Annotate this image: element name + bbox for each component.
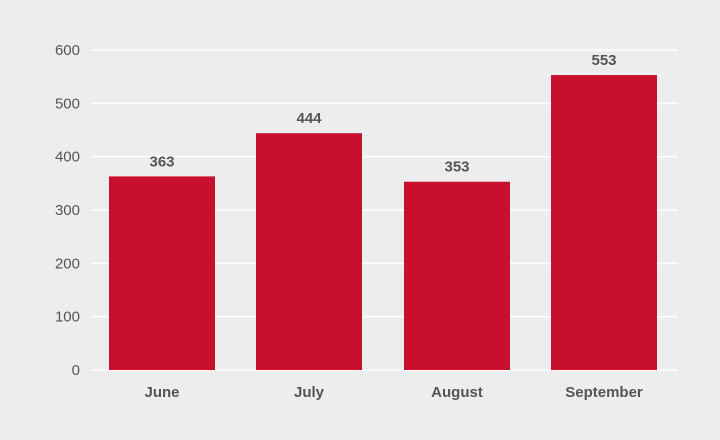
x-tick-label: June bbox=[144, 384, 179, 401]
data-label: 353 bbox=[444, 159, 469, 176]
bar bbox=[551, 75, 657, 371]
y-tick-label: 200 bbox=[55, 255, 80, 272]
bar bbox=[109, 176, 215, 370]
x-axis: June July August September bbox=[144, 384, 642, 401]
bar bbox=[404, 181, 510, 370]
x-tick-label: July bbox=[294, 384, 325, 401]
y-tick-label: 100 bbox=[55, 309, 80, 326]
x-tick-label: August bbox=[431, 384, 483, 401]
data-label: 363 bbox=[149, 153, 174, 170]
y-axis: 0 100 200 300 400 500 600 bbox=[55, 42, 80, 379]
y-tick-label: 500 bbox=[55, 95, 80, 112]
y-tick-label: 600 bbox=[55, 42, 80, 59]
y-tick-label: 0 bbox=[72, 362, 80, 379]
bars bbox=[109, 75, 657, 371]
x-tick-label: September bbox=[565, 384, 643, 401]
data-label: 444 bbox=[296, 110, 322, 127]
y-tick-label: 400 bbox=[55, 149, 80, 166]
y-tick-label: 300 bbox=[55, 202, 80, 219]
data-label: 553 bbox=[591, 52, 616, 69]
bar bbox=[256, 133, 362, 370]
data-labels: 363 444 353 553 bbox=[149, 52, 616, 176]
